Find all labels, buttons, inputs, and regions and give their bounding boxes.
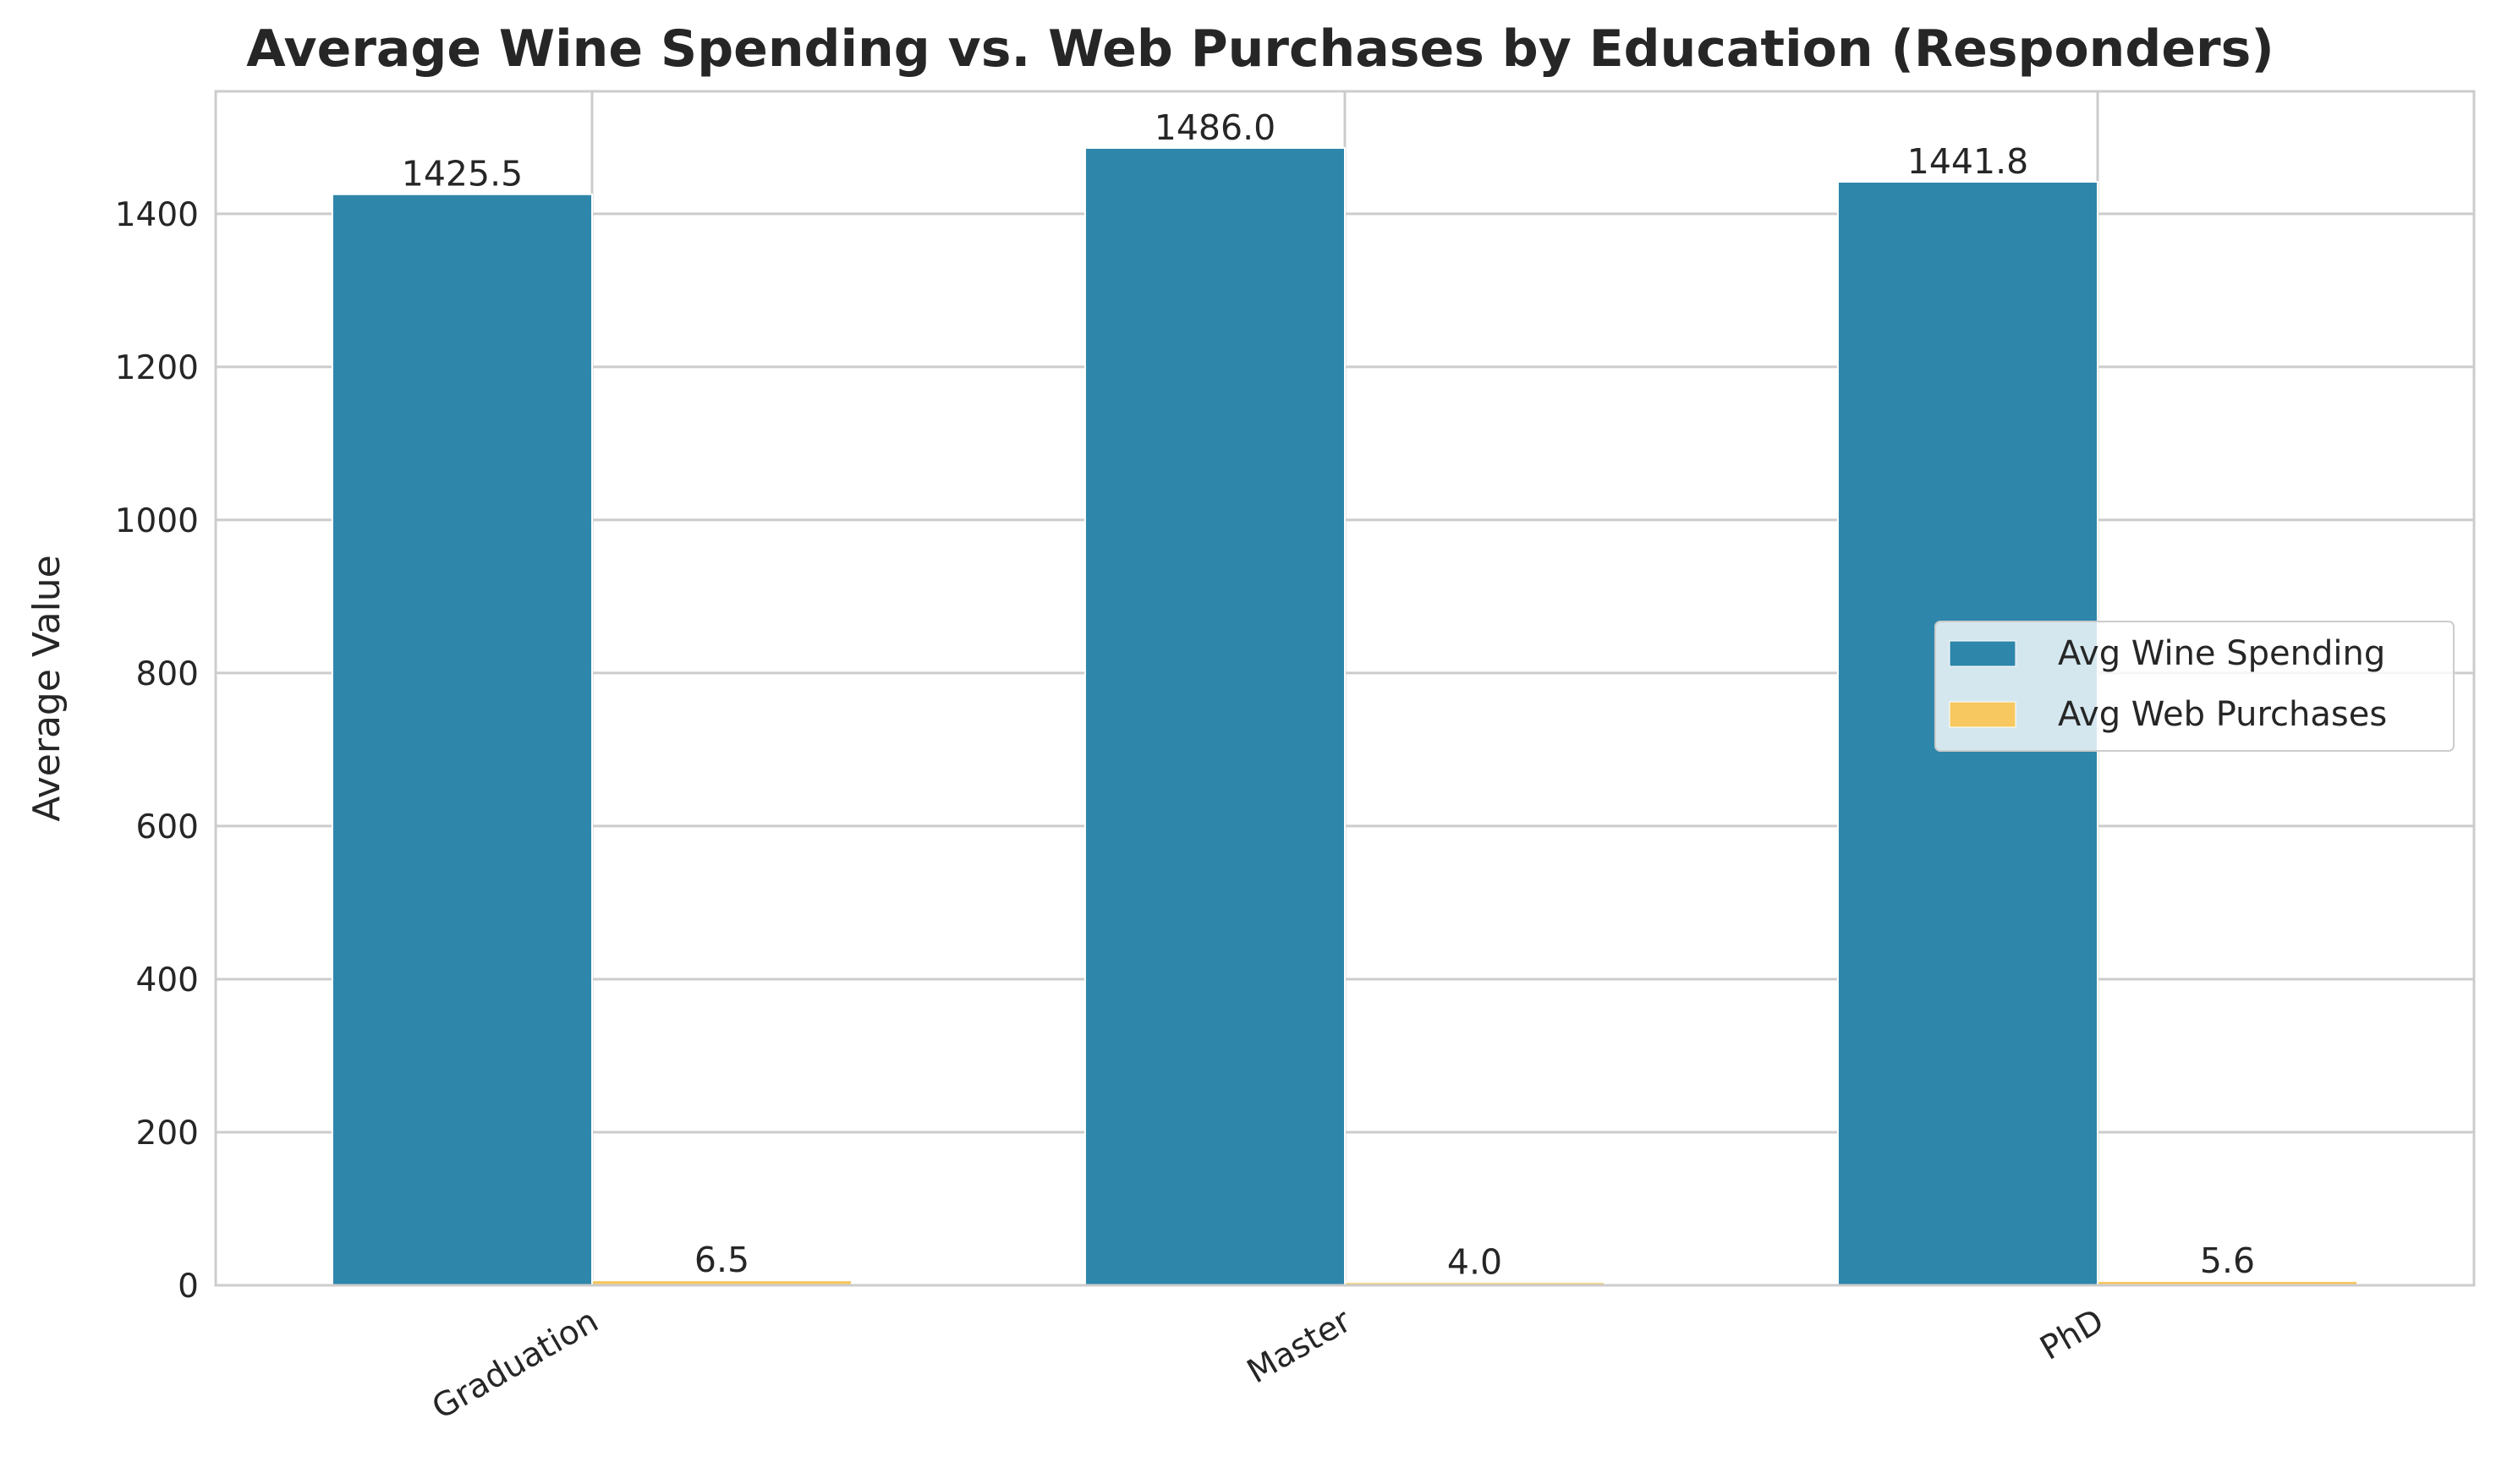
y-tick-label: 600 — [136, 808, 199, 846]
legend: Avg Wine Spending Avg Web Purchases — [1934, 621, 2455, 752]
x-axis-ticks: Graduation Master PhD — [426, 1301, 2110, 1427]
bar-value-label: 6.5 — [694, 1240, 749, 1280]
bar-value-label: 1441.8 — [1907, 141, 2028, 182]
chart-title: Average Wine Spending vs. Web Purchases … — [246, 19, 2274, 79]
bar-wine-spending — [1083, 146, 1346, 1286]
legend-swatch — [1949, 701, 2016, 728]
legend-label: Avg Wine Spending — [2058, 634, 2385, 673]
legend-label: Avg Web Purchases — [2058, 695, 2387, 734]
y-axis-label: Average Value — [25, 555, 69, 822]
bar-wine-spending — [331, 193, 593, 1286]
bar-value-label: 4.0 — [1447, 1241, 1502, 1282]
bars — [331, 146, 2359, 1287]
bar-value-label: 1425.5 — [402, 154, 523, 194]
legend-box — [1934, 621, 2455, 752]
bar-value-label: 5.6 — [2200, 1240, 2255, 1281]
plot-frame — [214, 90, 2476, 1287]
x-tick-label: Master — [1241, 1301, 1358, 1391]
y-tick-label: 1400 — [115, 196, 199, 234]
legend-swatch — [1949, 640, 2016, 667]
y-tick-label: 1200 — [115, 349, 199, 387]
bar-value-label: 1486.0 — [1155, 107, 1275, 148]
value-labels: 1425.5 1486.0 1441.8 6.5 4.0 5.6 — [402, 107, 2255, 1282]
x-tick-label: PhD — [2034, 1302, 2110, 1368]
y-tick-label: 800 — [136, 655, 199, 693]
y-axis-ticks: 0 200 400 600 800 1000 1200 1400 — [115, 196, 199, 1306]
y-tick-label: 200 — [136, 1114, 199, 1153]
y-tick-label: 0 — [178, 1268, 199, 1306]
y-tick-label: 1000 — [115, 502, 199, 540]
y-tick-label: 400 — [136, 961, 199, 999]
x-tick-label: Graduation — [426, 1302, 605, 1427]
